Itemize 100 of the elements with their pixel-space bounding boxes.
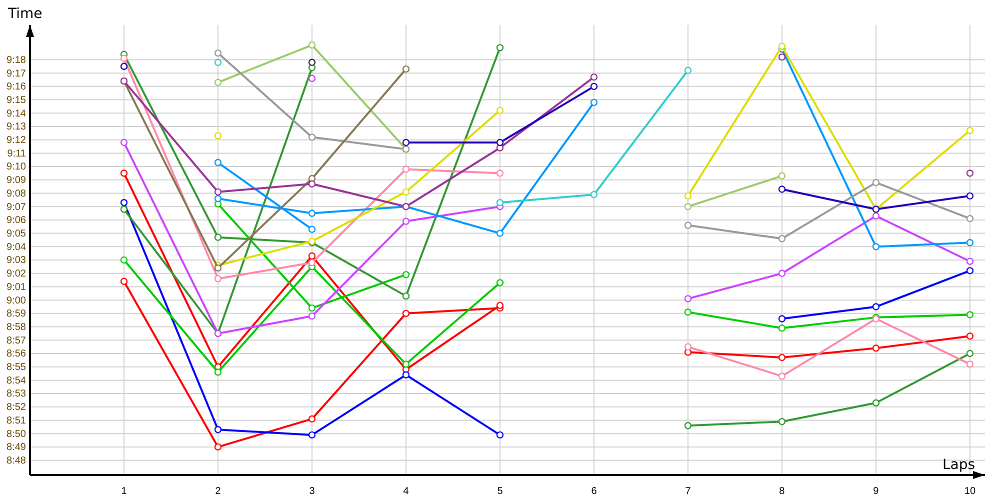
point	[684, 343, 692, 350]
point	[120, 54, 128, 62]
point	[308, 312, 316, 320]
y-tick-label: 9:15	[6, 94, 26, 106]
point	[214, 194, 222, 202]
point	[120, 198, 128, 206]
point	[496, 198, 504, 206]
point	[966, 311, 974, 318]
y-tick-label: 8:50	[6, 428, 26, 440]
point	[684, 308, 692, 316]
point	[872, 344, 880, 352]
point	[308, 210, 316, 217]
point	[496, 230, 504, 237]
point	[778, 270, 786, 277]
point	[966, 239, 974, 246]
point	[778, 324, 786, 332]
point	[402, 138, 410, 146]
point	[778, 42, 786, 50]
y-tick-label: 9:18	[6, 54, 26, 66]
x-tick-label: 8	[779, 486, 786, 498]
y-tick-label: 9:17	[6, 68, 26, 80]
point	[402, 188, 410, 196]
y-tick-label: 8:54	[6, 375, 26, 386]
point	[308, 226, 316, 233]
y-tick-label: 9:05	[6, 228, 26, 240]
x-tick-label: 9	[873, 486, 880, 498]
point	[402, 166, 410, 173]
y-tick-label: 8:49	[6, 442, 26, 454]
y-tick-label: 9:13	[6, 122, 26, 133]
point	[402, 271, 410, 278]
point	[966, 170, 974, 177]
y-axis-title: Time	[7, 6, 42, 22]
point	[120, 62, 128, 70]
y-tick-label: 9:06	[6, 215, 26, 226]
x-tick-label: 7	[685, 486, 692, 498]
y-tick-label: 9:01	[6, 282, 26, 293]
point	[778, 354, 786, 362]
y-tick-label: 9:10	[6, 162, 26, 173]
y-tick-label: 8:58	[6, 322, 26, 333]
point	[966, 258, 974, 265]
point	[684, 422, 692, 430]
point	[308, 180, 316, 188]
point	[872, 178, 880, 186]
point	[214, 188, 222, 196]
point	[872, 399, 880, 406]
point	[214, 234, 222, 241]
point	[966, 215, 974, 222]
point	[214, 368, 222, 376]
point	[966, 192, 974, 200]
point	[496, 431, 504, 439]
point	[214, 158, 222, 166]
y-tick-label: 8:57	[6, 335, 26, 346]
point	[684, 222, 692, 229]
point	[214, 132, 222, 140]
point	[496, 138, 504, 146]
point	[684, 66, 692, 74]
point	[872, 212, 880, 220]
y-tick-label: 9:07	[6, 202, 26, 213]
x-tick-label: 4	[403, 486, 410, 498]
point	[308, 58, 316, 66]
point	[120, 170, 128, 177]
point	[308, 431, 316, 439]
point	[590, 98, 598, 106]
y-tick-label: 9:03	[6, 255, 26, 266]
point	[214, 275, 222, 282]
point	[778, 315, 786, 322]
point	[590, 73, 598, 81]
point	[872, 243, 880, 250]
point	[496, 279, 504, 286]
point	[120, 256, 128, 264]
point	[590, 190, 598, 198]
point	[966, 267, 974, 274]
point	[308, 259, 316, 266]
x-axis-title: Laps	[942, 457, 975, 473]
point	[402, 292, 410, 300]
point	[778, 372, 786, 380]
point	[496, 302, 504, 310]
point	[402, 360, 410, 368]
y-tick-label: 9:09	[6, 175, 26, 186]
point	[120, 278, 128, 285]
x-tick-label: 1	[121, 486, 128, 498]
y-tick-label: 8:56	[6, 348, 26, 360]
point	[778, 418, 786, 426]
point	[684, 192, 692, 200]
y-tick-label: 8:48	[6, 456, 26, 467]
point	[402, 310, 410, 318]
x-tick-label: 5	[497, 486, 504, 498]
point	[778, 186, 786, 193]
point	[308, 74, 316, 82]
point	[308, 134, 316, 141]
point	[402, 371, 410, 378]
point	[402, 65, 410, 73]
y-tick-label: 9:11	[7, 148, 26, 160]
y-tick-label: 8:55	[6, 362, 26, 374]
point	[684, 203, 692, 210]
point	[308, 304, 316, 312]
point	[966, 350, 974, 358]
point	[966, 126, 974, 134]
point	[496, 170, 504, 177]
y-tick-label: 8:59	[6, 308, 26, 320]
